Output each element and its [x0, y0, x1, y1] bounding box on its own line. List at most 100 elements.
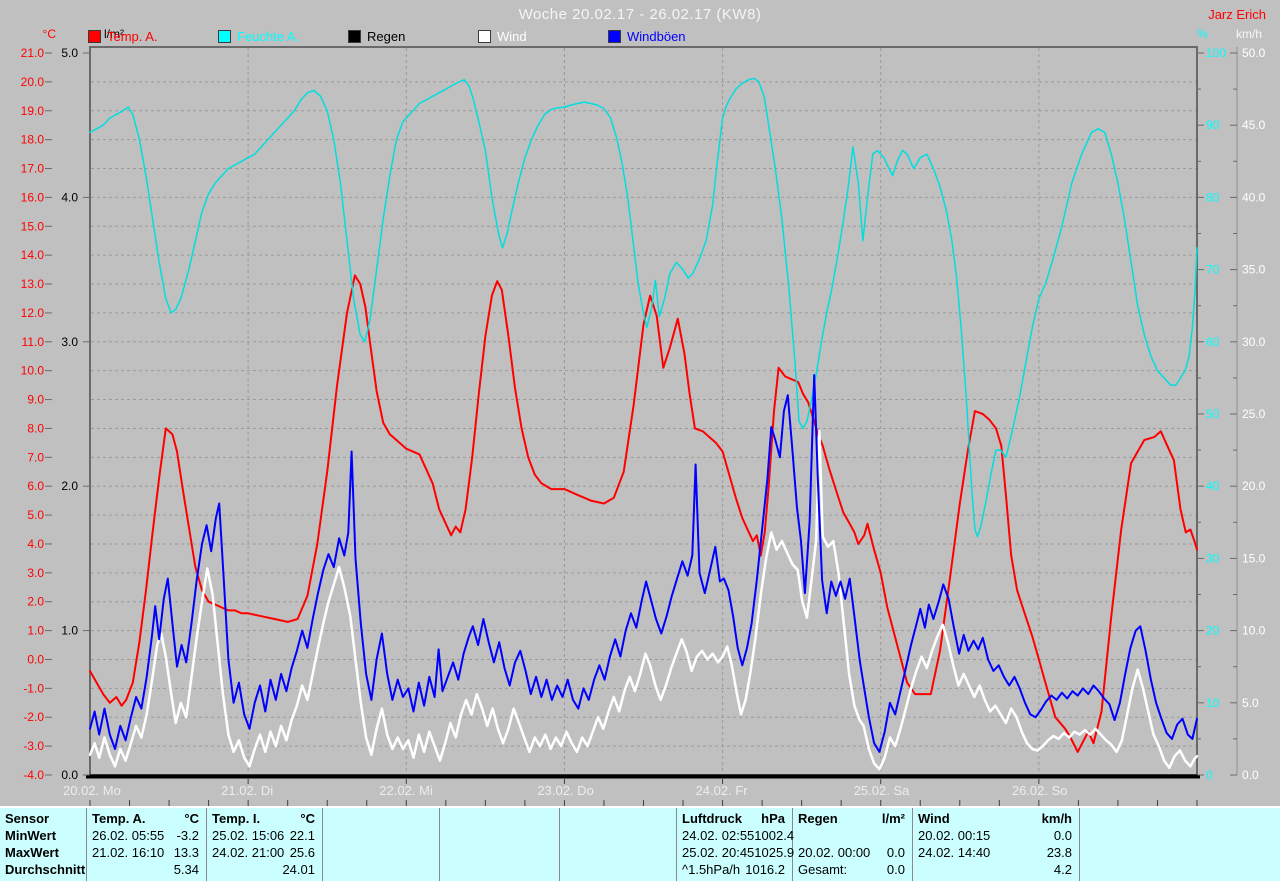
axis-unit-humidity: %: [1197, 27, 1208, 41]
table-col-luftdruck-row-0: 24.02. 02:55 1002.4: [677, 827, 795, 844]
rain-axis-label: 5.0: [61, 46, 78, 60]
temp-axis-label: 0.0: [27, 652, 44, 666]
table-col-wind-header: Wind km/h: [913, 810, 1079, 827]
series-windb-en: [89, 374, 1198, 753]
humidity-axis-label: 50: [1206, 407, 1220, 421]
legend-item-temp-a-: Temp. A.: [88, 29, 158, 44]
row-header-durchschnitt: Durchschnitt: [0, 861, 86, 878]
temp-axis-label: 19.0: [21, 104, 45, 118]
table-col-wind-row-1-label: 24.02. 14:40: [918, 845, 991, 860]
table-col-luftdruck-row-1-label: 25.02. 20:45: [682, 845, 755, 860]
day-label-so: 26.02. So: [1012, 783, 1068, 798]
weather-chart: 21.0 20.0 19.0 18.0 17.0 16.0 15.0 14.0 13.0 12.0…: [21, 46, 1266, 806]
humidity-axis-label: 30: [1206, 551, 1220, 565]
table-col-temp-a--row-2-value: 5.34: [173, 862, 199, 877]
temp-axis-label: 5.0: [27, 508, 44, 522]
table-col-luftdruck-row-0-value: 1002.4: [754, 828, 795, 843]
axis-unit-rain: l/m²: [104, 27, 124, 41]
table-col-luftdruck-header-label: Luftdruck: [682, 811, 742, 826]
legend-label: Wind: [497, 29, 527, 44]
legend-label: Windböen: [627, 29, 686, 44]
humidity-axis-label: 70: [1206, 263, 1220, 277]
table-col-wind-row-1-value: 23.8: [1046, 845, 1072, 860]
table-col-regen-header-label: Regen: [798, 811, 838, 826]
table-col-temp-a--row-0: 26.02. 05:55 -3.2: [87, 827, 206, 844]
humidity-axis-label: 0: [1206, 768, 1213, 782]
temp-axis-label: 12.0: [21, 306, 45, 320]
table-col-wind-row-2-value: 4.2: [1053, 862, 1072, 877]
day-label-do: 23.02. Do: [537, 783, 593, 798]
legend-item-regen: Regen: [348, 29, 405, 44]
table-col-temp-i--header-label: Temp. I.: [212, 811, 261, 826]
legend-label: Feuchte A.: [237, 29, 300, 44]
wind-axis-label: 50.0: [1242, 46, 1266, 60]
temp-axis-label: -1.0: [23, 681, 44, 695]
table-col-regen-header-value: l/m²: [881, 811, 905, 826]
table-col-temp-a-: Temp. A. °C 26.02. 05:55 -3.2 21.02. 16:10 13…: [87, 808, 207, 881]
table-col-temp-i--row-0-value: 22.1: [289, 828, 315, 843]
humidity-axis-label: 40: [1206, 479, 1220, 493]
table-col-luftdruck-row-1: 25.02. 20:45 1025.9: [677, 844, 795, 861]
table-col-regen-row-2-value: 0.0: [886, 862, 905, 877]
table-col-empty-2-row-1: [323, 844, 439, 861]
rain-axis-label: 2.0: [61, 479, 78, 493]
table-col-temp-i--row-2-value: 24.01: [282, 862, 315, 877]
table-col-empty-3-row-2: [440, 861, 559, 878]
wind-axis-label: 5.0: [1242, 696, 1259, 710]
series-temp-a-: [89, 274, 1198, 753]
axis-unit-temp: °C: [42, 27, 56, 41]
table-col-temp-i--header: Temp. I. °C: [207, 810, 322, 827]
axis-unit-wind: km/h: [1236, 27, 1263, 41]
table-col-temp-i--row-1-value: 25.6: [289, 845, 315, 860]
row-header-sensor-label: Sensor: [5, 811, 50, 826]
legend-swatch-icon: [348, 30, 361, 43]
table-col-empty-4-row-0: [560, 827, 676, 844]
table-col-empty-2-header: [323, 810, 439, 827]
wind-axis-label: 0.0: [1242, 768, 1259, 782]
table-col-empty-4-row-2: [560, 861, 676, 878]
table-col-empty-3-row-0: [440, 827, 559, 844]
legend-item-windb-en: Windböen: [608, 29, 686, 44]
table-col-temp-a--row-2: 5.34: [87, 861, 206, 878]
table-col-luftdruck-header-value: hPa: [761, 811, 785, 826]
temp-axis-label: 8.0: [27, 421, 44, 435]
humidity-axis-label: 20: [1206, 624, 1220, 638]
humidity-axis-label: 80: [1206, 190, 1220, 204]
table-col-wind-row-0: 20.02. 00:15 0.0: [913, 827, 1079, 844]
table-row-header-column: Sensor MinWert MaxWert Durchschnitt: [0, 808, 87, 881]
table-col-regen-row-1-value: 0.0: [886, 845, 905, 860]
table-col-temp-i--row-1-label: 24.02. 21:00: [212, 845, 285, 860]
legend-swatch-icon: [608, 30, 621, 43]
wind-axis-label: 35.0: [1242, 263, 1266, 277]
table-col-regen: Regen l/m² 20.02. 00:00 0.0 Gesamt: 0.0: [793, 808, 913, 881]
temp-axis-label: 4.0: [27, 537, 44, 551]
legend-swatch-icon: [478, 30, 491, 43]
legend-item-feuchte-a-: Feuchte A.: [218, 29, 299, 44]
wind-axis-label: 25.0: [1242, 407, 1266, 421]
table-col-temp-a--header-label: Temp. A.: [92, 811, 146, 826]
table-col-luftdruck-row-2-value: 1016.2: [745, 862, 785, 877]
temp-axis-label: 16.0: [21, 190, 45, 204]
temp-axis-label: 21.0: [21, 46, 45, 60]
table-col-luftdruck-row-0-label: 24.02. 02:55: [682, 828, 755, 843]
humidity-axis-label: 10: [1206, 696, 1220, 710]
wind-axis-label: 10.0: [1242, 624, 1266, 638]
table-col-wind-header-value: km/h: [1041, 811, 1072, 826]
temp-axis-label: 7.0: [27, 450, 44, 464]
table-col-empty-2-row-0: [323, 827, 439, 844]
table-col-temp-i--row-1: 24.02. 21:00 25.6: [207, 844, 322, 861]
table-col-empty-8-row-1: [1080, 844, 1280, 861]
humidity-axis-label: 100: [1206, 46, 1226, 60]
legend-label: Temp. A.: [107, 29, 158, 44]
day-label-sa: 25.02. Sa: [854, 783, 910, 798]
table-col-wind-row-0-value: 0.0: [1053, 828, 1072, 843]
table-col-regen-row-2: Gesamt: 0.0: [793, 861, 912, 878]
table-col-regen-row-2-label: Gesamt:: [798, 862, 848, 877]
legend-item-wind: Wind: [478, 29, 527, 44]
temp-axis-label: 10.0: [21, 364, 45, 378]
row-header-maxwert: MaxWert: [0, 844, 86, 861]
row-header-maxwert-label: MaxWert: [5, 845, 59, 860]
table-col-luftdruck-row-1-value: 1025.9: [754, 845, 795, 860]
series-feuchte-a-: [89, 77, 1198, 538]
rain-axis-label: 4.0: [61, 190, 78, 204]
